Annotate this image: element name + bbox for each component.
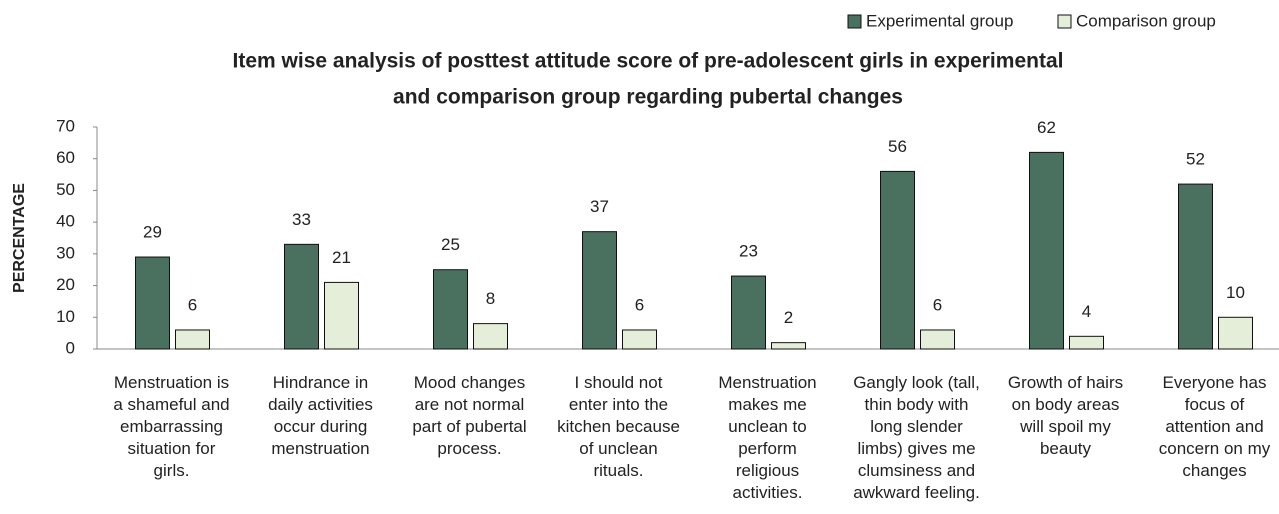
bar [175, 329, 210, 350]
y-tick-label: 60 [56, 148, 75, 167]
x-tick-label: I should not enter into the kitchen becaus… [557, 373, 680, 480]
bar [433, 269, 468, 350]
bar [1178, 183, 1213, 350]
value-label: 6 [635, 295, 644, 314]
chart-title: and comparison group regarding pubertal … [393, 86, 903, 109]
bar [1069, 335, 1104, 350]
value-label: 52 [1186, 150, 1205, 169]
x-tick-label: Hindrance in daily activities occur during… [268, 373, 373, 458]
value-label: 6 [188, 295, 197, 314]
bar [473, 323, 508, 350]
bar [880, 170, 915, 350]
chart-title: Item wise analysis of posttest attitude … [233, 50, 1064, 73]
y-tick-label: 10 [56, 307, 75, 326]
legend-swatch [1057, 14, 1072, 29]
bar [284, 243, 319, 350]
y-tick-label: 0 [66, 338, 75, 357]
bar [920, 329, 955, 350]
value-label: 4 [1082, 302, 1091, 321]
x-tick-label: Everyone has focus of attention and concern… [1159, 373, 1271, 480]
value-label: 25 [441, 235, 460, 254]
bar [771, 342, 806, 350]
bar [1029, 151, 1064, 350]
x-tick-label: Gangly look (tall, thin body with long sle… [853, 373, 980, 502]
value-label: 23 [739, 242, 758, 261]
bar [324, 281, 359, 350]
bar [1218, 316, 1253, 350]
value-label: 2 [784, 308, 793, 327]
y-tick-label: 40 [56, 212, 75, 231]
legend-label: Comparison group [1076, 11, 1216, 30]
value-label: 8 [486, 289, 495, 308]
value-label: 6 [933, 295, 942, 314]
x-tick-label: Menstruation is a shameful and embarrassin… [113, 373, 229, 480]
x-tick-label: Growth of hairs on body areas will spoil m… [1008, 373, 1123, 458]
value-label: 33 [292, 210, 311, 229]
y-tick-label: 20 [56, 275, 75, 294]
value-label: 21 [332, 248, 351, 267]
legend-label: Experimental group [866, 11, 1013, 30]
value-label: 37 [590, 197, 609, 216]
value-label: 29 [143, 223, 162, 242]
y-tick-label: 50 [56, 180, 75, 199]
value-label: 56 [888, 137, 907, 156]
x-tick-label: Mood changes are not normal part of pubert… [412, 373, 526, 458]
legend-swatch [847, 14, 862, 29]
y-tick-label: 30 [56, 243, 75, 262]
y-axis-label: PERCENTAGE [11, 183, 28, 293]
bar [731, 275, 766, 350]
x-tick-label: Menstruation makes me unclean to perform rel… [718, 373, 816, 502]
value-label: 10 [1226, 283, 1245, 302]
bar [622, 329, 657, 350]
bar [582, 231, 617, 350]
bar [135, 256, 170, 350]
y-tick-label: 70 [56, 116, 75, 135]
value-label: 62 [1037, 118, 1056, 137]
